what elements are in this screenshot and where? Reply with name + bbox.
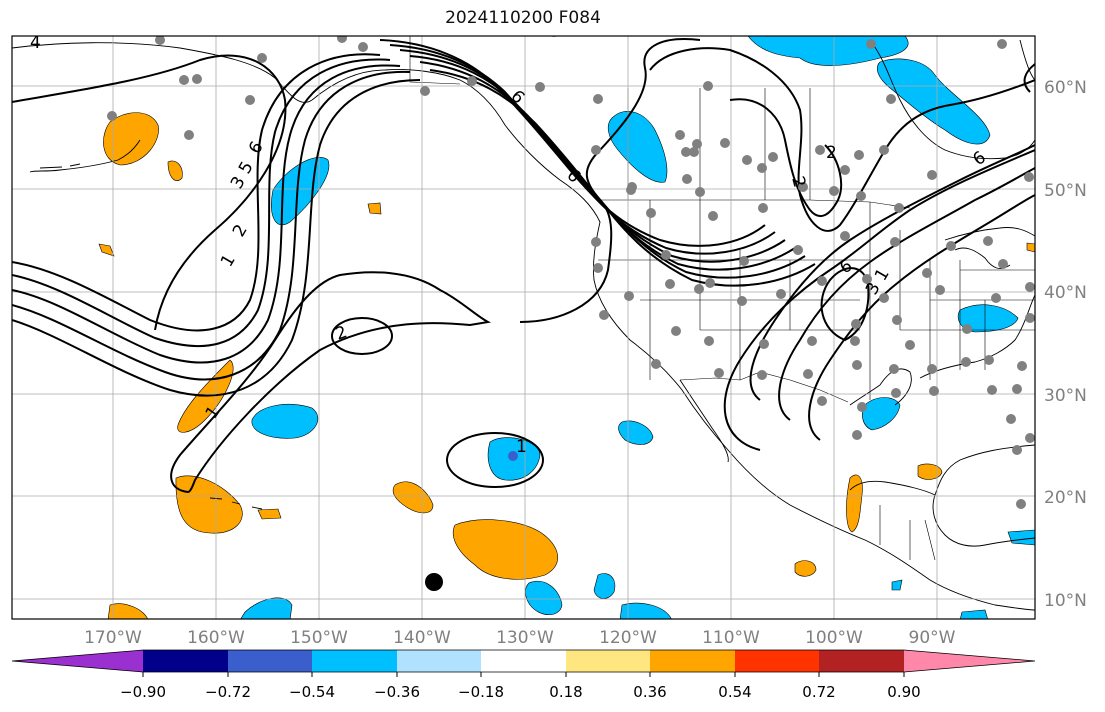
negative-anomaly-patch xyxy=(240,597,293,619)
colorbar: −0.90 −0.72 −0.54 −0.36 −0.18 0.18 0.36 … xyxy=(11,649,1036,701)
contour-line xyxy=(12,53,381,332)
colorbar-tick-label: 0.72 xyxy=(802,683,835,701)
colorbar-segment xyxy=(312,650,397,672)
colorbar-tick-label: −0.36 xyxy=(374,683,420,701)
negative-anomaly-patch xyxy=(593,573,616,599)
contour-line xyxy=(12,70,411,381)
contour-lines xyxy=(12,38,1035,494)
colorbar-segment xyxy=(566,650,650,672)
latitude-labels: 60°N 50°N 40°N 30°N 20°N 10°N xyxy=(1044,78,1087,611)
colorbar-segment xyxy=(819,650,904,672)
contour-line xyxy=(723,149,1035,451)
contour-labels: 4 1 2 3 5 6 6 6 2 2 1 3 6 1 1 2 6 xyxy=(30,33,990,457)
contour-line xyxy=(12,58,391,348)
contour-line xyxy=(12,54,287,331)
lat-label: 60°N xyxy=(1044,78,1087,98)
negative-anomaly-patch xyxy=(619,602,672,619)
contour-label: 1 xyxy=(516,437,527,457)
lon-label: 160°W xyxy=(187,628,245,648)
negative-anomaly-patch xyxy=(877,58,991,145)
lat-label: 40°N xyxy=(1044,283,1087,303)
negative-anomaly-patch xyxy=(959,609,989,619)
lat-label: 20°N xyxy=(1044,488,1087,508)
lon-label: 130°W xyxy=(496,628,554,648)
negative-anomaly-patch xyxy=(607,111,668,183)
colorbar-tick-label: 0.18 xyxy=(549,683,582,701)
lat-label: 10°N xyxy=(1044,591,1087,611)
negative-anomaly-patch xyxy=(1007,529,1035,546)
lon-label: 120°W xyxy=(599,628,657,648)
positive-anomaly-patch xyxy=(103,112,159,166)
contour-line xyxy=(429,69,816,287)
colorbar-segment xyxy=(481,650,566,672)
lon-label: 140°W xyxy=(393,628,451,648)
colorbar-extend-high xyxy=(904,650,1035,672)
positive-anomaly-patch xyxy=(917,463,943,480)
contour-line xyxy=(170,271,492,494)
colorbar-extend-low xyxy=(12,650,143,672)
lon-label: 100°W xyxy=(805,628,863,648)
lon-label: 110°W xyxy=(702,628,760,648)
map-title: 2024110200 F084 xyxy=(445,8,601,28)
colorbar-segment xyxy=(735,650,819,672)
positive-anomaly-patch xyxy=(167,160,183,181)
contour-line xyxy=(331,317,393,355)
lon-label: 170°W xyxy=(84,628,142,648)
contour-line xyxy=(1023,63,1035,93)
storm-center-marker xyxy=(425,573,443,591)
positive-anomaly-patch xyxy=(794,560,817,577)
negative-anomaly-patch xyxy=(862,397,901,431)
colorbar-tick-labels: −0.90 −0.72 −0.54 −0.36 −0.18 0.18 0.36 … xyxy=(120,683,921,701)
negative-anomaly-patch xyxy=(957,304,1019,333)
lat-label: 30°N xyxy=(1044,386,1087,406)
lon-label: 90°W xyxy=(909,628,956,648)
contour-line xyxy=(808,194,1035,441)
map-frame xyxy=(11,35,1036,620)
colorbar-tick-label: −0.54 xyxy=(289,683,335,701)
colorbar-segment xyxy=(650,650,735,672)
contour-line xyxy=(778,167,1035,421)
contour-line xyxy=(820,267,870,342)
positive-anomaly-patch xyxy=(257,508,282,520)
map-panel xyxy=(12,36,1035,619)
negative-anomaly-patch xyxy=(891,579,903,591)
contour-line xyxy=(519,38,701,323)
contour-line xyxy=(12,79,421,397)
contour-label: 4 xyxy=(30,33,41,53)
positive-anomaly-patch xyxy=(175,475,243,534)
station-points xyxy=(107,36,1035,509)
negative-anomaly-patch xyxy=(251,403,318,439)
contour-label: 2 xyxy=(826,143,837,163)
colorbar-segment xyxy=(228,650,312,672)
colorbar-tick-label: −0.72 xyxy=(205,683,251,701)
colorbar-ticks xyxy=(142,672,905,677)
anomaly-fills xyxy=(98,36,1035,619)
lat-label: 50°N xyxy=(1044,181,1087,201)
strong-negative-anomaly-core xyxy=(508,451,518,461)
positive-anomaly-patch xyxy=(452,519,559,580)
colorbar-tick-label: 0.90 xyxy=(887,683,920,701)
colorbar-tick-label: 0.36 xyxy=(633,683,666,701)
contour-line xyxy=(12,64,401,364)
contour-line xyxy=(729,98,843,218)
colorbar-tick-label: −0.18 xyxy=(458,683,504,701)
lon-label: 150°W xyxy=(290,628,348,648)
contour-line xyxy=(649,47,1035,232)
positive-anomaly-patch xyxy=(1026,242,1035,253)
positive-anomaly-patch xyxy=(107,603,148,619)
positive-anomaly-patch xyxy=(98,243,115,257)
colorbar-tick-label: 0.54 xyxy=(718,683,751,701)
contour-label: 2 xyxy=(787,174,809,190)
negative-anomaly-patch xyxy=(618,420,654,445)
colorbar-segment xyxy=(143,650,228,672)
contour-line xyxy=(446,432,544,488)
longitude-labels: 170°W 160°W 150°W 140°W 130°W 120°W 110°… xyxy=(84,628,956,648)
positive-anomaly-patch xyxy=(367,202,382,215)
colorbar-segment xyxy=(397,650,481,672)
colorbar-tick-label: −0.90 xyxy=(120,683,166,701)
